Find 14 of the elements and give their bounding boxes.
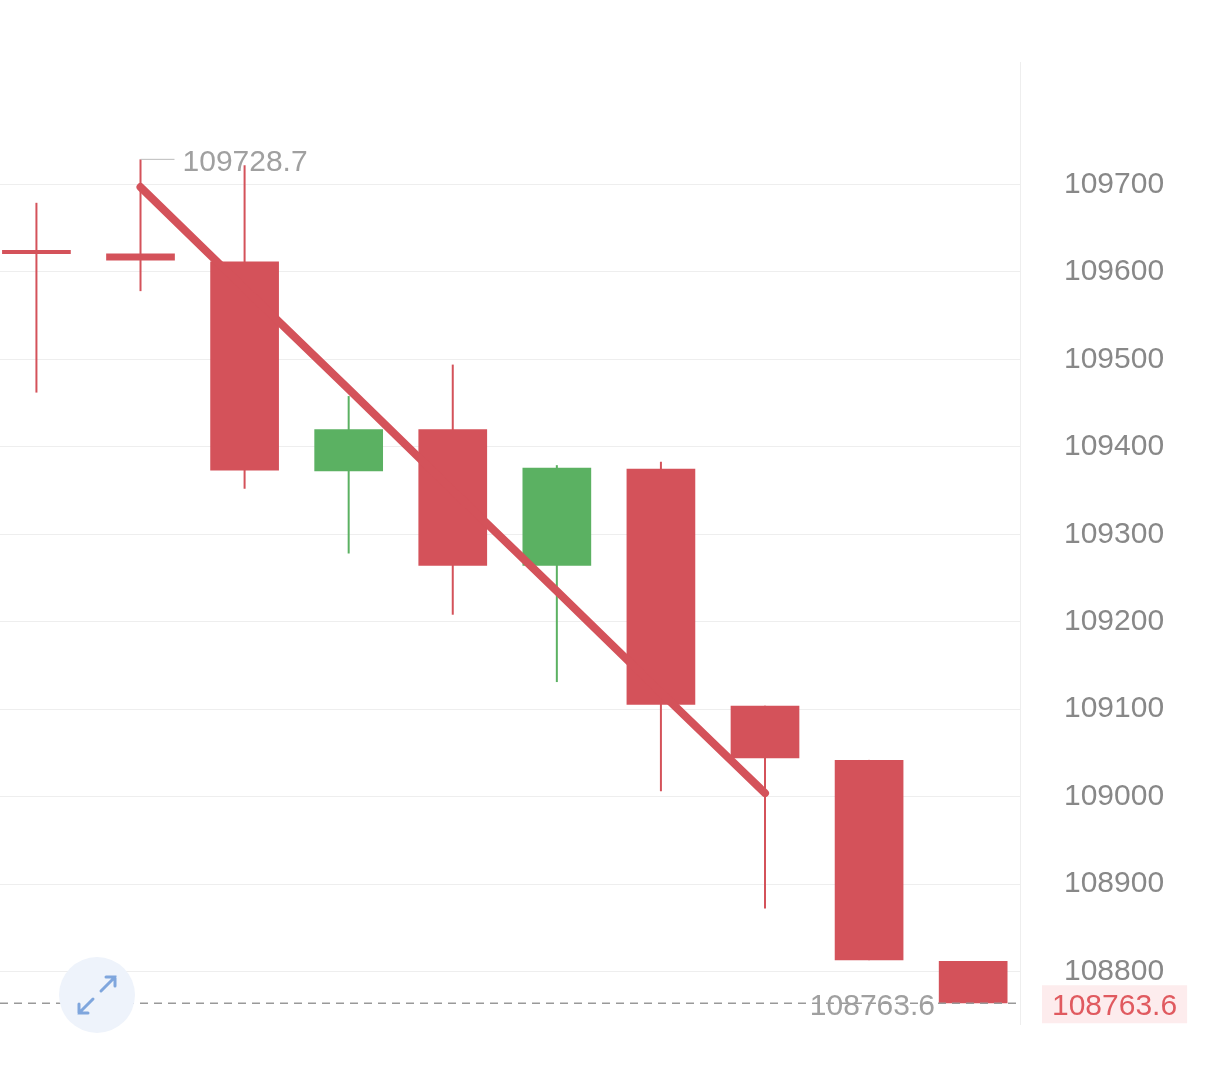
- annotation: 109728.7: [182, 143, 308, 177]
- ref-line-label: 108763.6: [809, 987, 935, 1021]
- y-tick-label: 109100: [1064, 690, 1165, 724]
- y-tick-label: 109200: [1064, 602, 1165, 636]
- y-tick-label: 109600: [1064, 253, 1165, 287]
- y-tick-label: 109700: [1064, 165, 1165, 199]
- y-tick-label: 109300: [1064, 515, 1165, 549]
- y-tick-label: 109400: [1064, 428, 1165, 462]
- candlestick: [2, 201, 71, 394]
- y-tick-label: 108800: [1064, 952, 1165, 986]
- y-tick-label: 108900: [1064, 865, 1165, 899]
- text: 108763.6: [1052, 987, 1178, 1021]
- y-tick-label: 109000: [1064, 777, 1165, 811]
- y-tick-label: 109500: [1064, 340, 1165, 374]
